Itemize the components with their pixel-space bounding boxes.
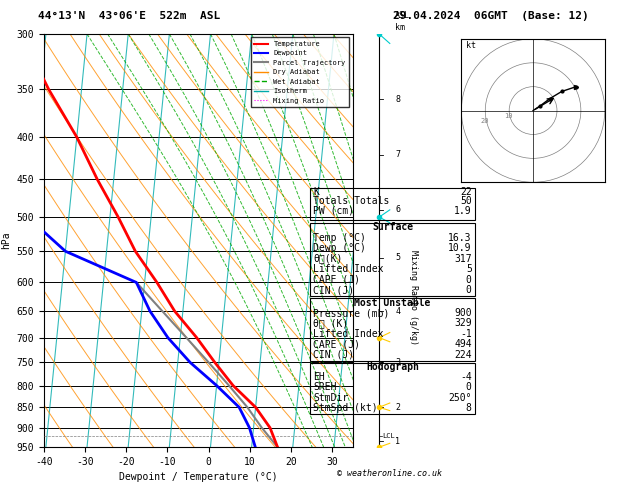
Text: CAPE (J): CAPE (J) [313, 275, 360, 285]
Text: 1.9: 1.9 [454, 206, 472, 216]
Text: Dewp (°C): Dewp (°C) [313, 243, 366, 253]
Text: Mixing Ratio (g/kg): Mixing Ratio (g/kg) [409, 250, 418, 345]
Text: -4: -4 [460, 372, 472, 382]
Text: 329: 329 [454, 318, 472, 329]
Text: θᴄ(K): θᴄ(K) [313, 254, 343, 263]
Text: 8: 8 [395, 95, 400, 104]
Text: 22: 22 [460, 187, 472, 197]
Text: Lifted Index: Lifted Index [313, 264, 384, 274]
Text: Surface: Surface [372, 222, 413, 232]
Text: LCL: LCL [382, 433, 394, 439]
Text: PW (cm): PW (cm) [313, 206, 354, 216]
Text: 317: 317 [454, 254, 472, 263]
Text: StmSpd (kt): StmSpd (kt) [313, 403, 378, 413]
Text: 8: 8 [466, 403, 472, 413]
Text: 5: 5 [466, 264, 472, 274]
Text: 4: 4 [395, 307, 400, 315]
Text: 0: 0 [466, 285, 472, 295]
Text: 224: 224 [454, 349, 472, 360]
Text: km: km [395, 23, 405, 33]
Text: CAPE (J): CAPE (J) [313, 339, 360, 349]
Text: θᴄ (K): θᴄ (K) [313, 318, 348, 329]
Text: Totals Totals: Totals Totals [313, 196, 389, 206]
Text: 10: 10 [504, 113, 513, 119]
Text: Lifted Index: Lifted Index [313, 329, 384, 339]
Text: 494: 494 [454, 339, 472, 349]
Text: Pressure (mb): Pressure (mb) [313, 308, 389, 318]
Text: 10.9: 10.9 [448, 243, 472, 253]
X-axis label: Dewpoint / Temperature (°C): Dewpoint / Temperature (°C) [119, 472, 277, 483]
Text: 6: 6 [395, 206, 400, 214]
Text: 29.04.2024  06GMT  (Base: 12): 29.04.2024 06GMT (Base: 12) [393, 12, 589, 21]
Text: Hodograph: Hodograph [366, 362, 419, 372]
Text: kt: kt [466, 41, 476, 51]
Text: 1: 1 [395, 437, 400, 446]
Text: 5: 5 [395, 253, 400, 262]
Text: 7: 7 [395, 150, 400, 159]
Text: CIN (J): CIN (J) [313, 349, 354, 360]
Text: 900: 900 [454, 308, 472, 318]
Text: CIN (J): CIN (J) [313, 285, 354, 295]
Text: -1: -1 [460, 329, 472, 339]
Text: 44°13'N  43°06'E  522m  ASL: 44°13'N 43°06'E 522m ASL [38, 12, 220, 21]
Text: ASL: ASL [395, 11, 410, 20]
Text: 0: 0 [466, 382, 472, 392]
Text: 2: 2 [395, 403, 400, 412]
Text: K: K [313, 187, 319, 197]
Text: SREH: SREH [313, 382, 337, 392]
Legend: Temperature, Dewpoint, Parcel Trajectory, Dry Adiabat, Wet Adiabat, Isotherm, Mi: Temperature, Dewpoint, Parcel Trajectory… [250, 37, 349, 107]
Text: 3: 3 [395, 358, 400, 367]
Text: 0: 0 [466, 275, 472, 285]
Text: 16.3: 16.3 [448, 232, 472, 243]
Text: © weatheronline.co.uk: © weatheronline.co.uk [338, 469, 442, 478]
Text: Most Unstable: Most Unstable [354, 297, 431, 308]
Text: Temp (°C): Temp (°C) [313, 232, 366, 243]
Text: 250°: 250° [448, 393, 472, 403]
Text: 20: 20 [481, 118, 489, 123]
Y-axis label: hPa: hPa [1, 232, 11, 249]
Text: EH: EH [313, 372, 325, 382]
Text: StmDir: StmDir [313, 393, 348, 403]
Text: 50: 50 [460, 196, 472, 206]
